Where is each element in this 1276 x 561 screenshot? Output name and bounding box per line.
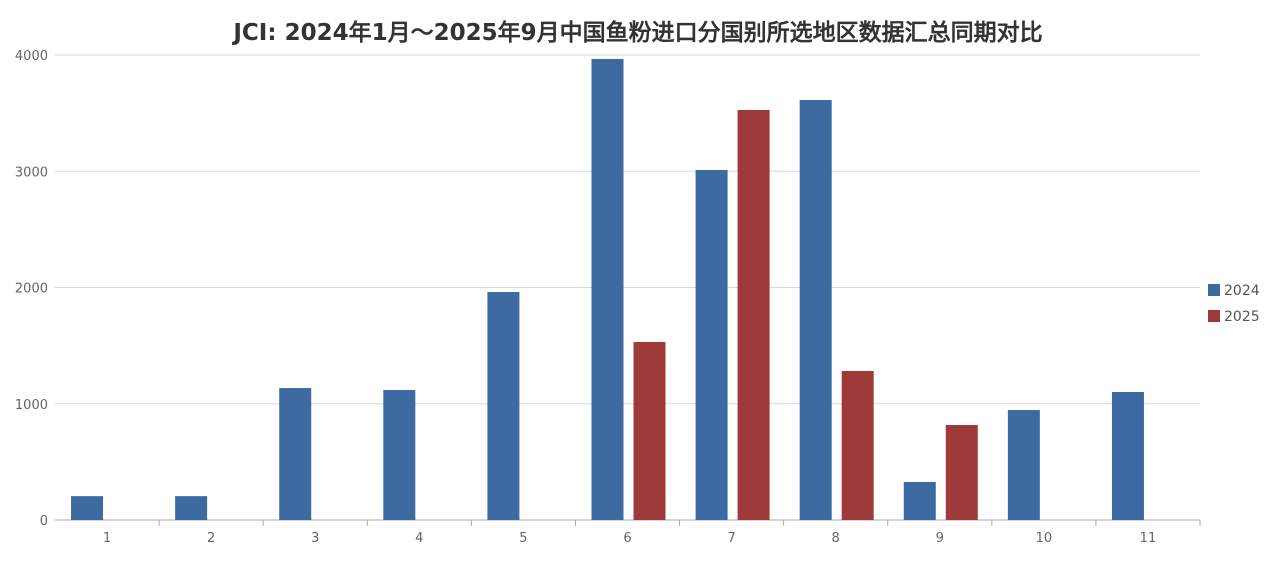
x-tick-label: 11 [1140, 531, 1157, 546]
legend-label: 2024 [1224, 283, 1260, 299]
x-tick-label: 4 [415, 531, 423, 546]
chart-title: JCI: 2024年1月～2025年9月中国鱼粉进口分国别所选地区数据汇总同期对… [231, 19, 1042, 46]
x-tick-label: 10 [1036, 531, 1053, 546]
x-tick-label: 5 [519, 531, 527, 546]
x-tick-label: 6 [623, 531, 631, 546]
bar-2024-5[interactable] [487, 292, 520, 520]
y-tick-label: 1000 [15, 398, 48, 413]
bar-2024-10[interactable] [1007, 410, 1040, 520]
bar-2024-4[interactable] [383, 390, 416, 520]
bar-2024-9[interactable] [903, 481, 936, 520]
x-tick-label: 7 [727, 531, 735, 546]
legend-swatch [1208, 310, 1220, 322]
x-tick-label: 3 [311, 531, 319, 546]
bar-2024-2[interactable] [175, 496, 208, 520]
y-tick-label: 4000 [15, 49, 48, 64]
bar-2024-3[interactable] [279, 388, 312, 520]
legend-item-2025[interactable]: 2025 [1208, 309, 1260, 325]
bar-2024-8[interactable] [799, 99, 832, 521]
x-tick-label: 8 [832, 531, 840, 546]
bar-2024-6[interactable] [591, 58, 624, 520]
bar-2025-8[interactable] [841, 370, 874, 520]
bar-2025-6[interactable] [633, 342, 666, 520]
bar-2025-7[interactable] [737, 109, 770, 520]
legend-label: 2025 [1224, 309, 1260, 325]
legend-item-2024[interactable]: 2024 [1208, 283, 1260, 299]
y-tick-label: 3000 [15, 165, 48, 180]
legend-swatch [1208, 284, 1220, 296]
bar-2024-11[interactable] [1111, 392, 1144, 520]
bar-2025-9[interactable] [945, 425, 978, 520]
y-tick-label: 2000 [15, 282, 48, 297]
bar-2024-7[interactable] [695, 169, 728, 520]
x-tick-label: 1 [103, 531, 111, 546]
x-tick-label: 2 [207, 531, 215, 546]
bar-2024-1[interactable] [71, 496, 104, 520]
x-tick-label: 9 [936, 531, 944, 546]
y-tick-label: 0 [40, 514, 48, 529]
